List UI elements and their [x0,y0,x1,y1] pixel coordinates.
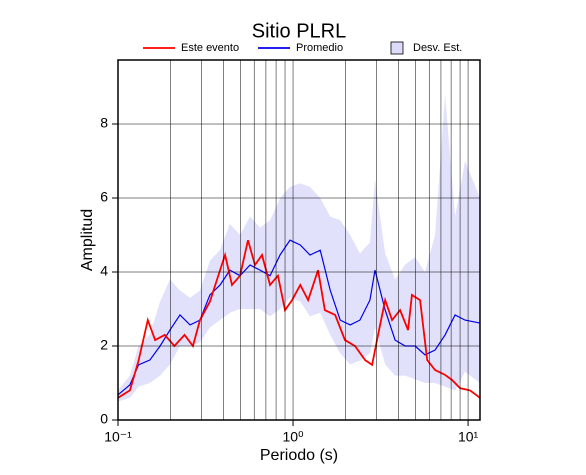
plot-area [117,94,481,402]
y-tick-label: 6 [100,189,108,205]
x-tick-label: 10⁰ [282,429,304,445]
x-axis-label: Periodo (s) [260,447,338,464]
y-tick-label: 4 [100,263,108,279]
legend-swatch [390,41,404,55]
y-tick-label: 0 [100,411,108,427]
legend-label: Este evento [181,42,239,54]
y-tick-label: 8 [100,115,108,131]
series-line [117,239,481,399]
legend-label: Desv. Est. [413,42,462,54]
x-tick-label: 10⁻¹ [104,429,132,445]
y-axis-label: Amplitud [79,209,96,271]
y-tick-label: 2 [100,337,108,353]
std-band [118,94,480,402]
x-tick-label: 10¹ [458,429,479,445]
legend-label: Promedio [296,42,343,54]
chart-title: Sitio PLRL [252,20,347,42]
